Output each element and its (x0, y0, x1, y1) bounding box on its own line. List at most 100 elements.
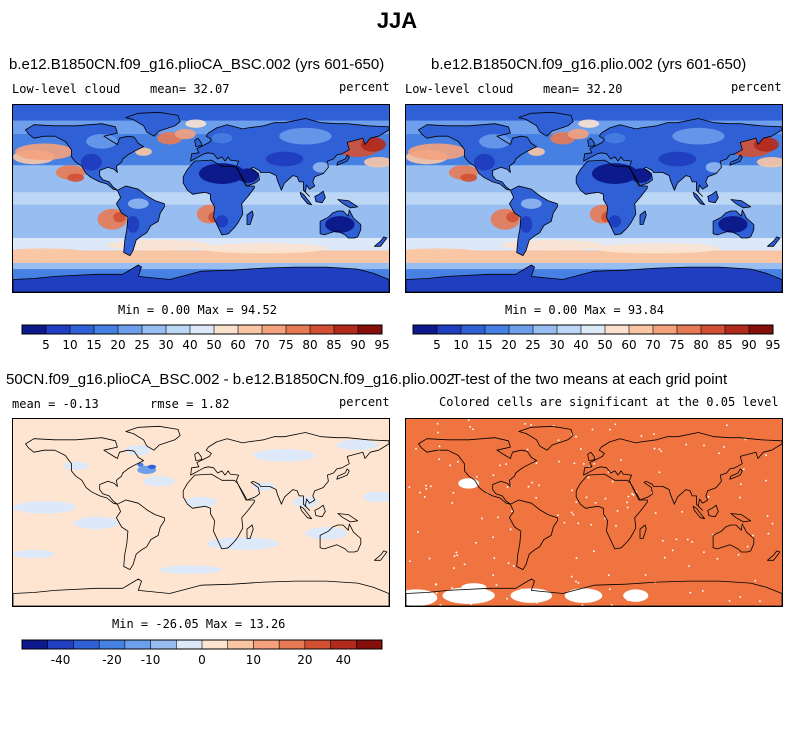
colorbar-tick-label: 20 (501, 338, 516, 352)
colorbar-swatch (461, 325, 486, 334)
nonsignificant-patch-4 (623, 589, 649, 602)
nonsignificant-cell (531, 481, 533, 484)
nonsignificant-cell (511, 510, 513, 512)
colorbar-swatch (629, 325, 654, 334)
coastline-australia (319, 209, 362, 239)
land-cloud-britain (194, 138, 202, 147)
colorbar-tick-label: 10 (246, 653, 261, 667)
panel-title-bottom-right: T-test of the two means at each grid poi… (452, 371, 728, 388)
nonsignificant-cell (583, 463, 585, 465)
coastline-africa (575, 159, 648, 236)
nonsignificant-cell (571, 575, 573, 578)
colorbar-swatch (304, 640, 331, 649)
colorbar-swatch (202, 640, 229, 649)
colorbar-swatch (227, 640, 254, 649)
colorbar-tick-label: 60 (621, 338, 636, 352)
nonsignificant-cell (660, 450, 663, 453)
cloud-region-12 (756, 156, 782, 168)
diff-patch-12 (292, 496, 318, 508)
diff-patch-6 (13, 549, 55, 559)
nonsignificant-cell (451, 502, 453, 504)
colorbar-top-right: 5 10 15 20 25 30 40 50 60 70 75 80 85 90 95 (412, 324, 781, 355)
colorbar-swatch (118, 325, 143, 334)
nonsignificant-cell (626, 506, 629, 509)
cloud-region-14 (201, 243, 327, 254)
cloud-region-13 (107, 240, 212, 251)
nonsignificant-cell (594, 502, 597, 504)
colorbar-outline (21, 639, 383, 650)
coastline-africa (182, 159, 255, 236)
nonsignificant-cell (707, 496, 710, 498)
cloud-region-16 (578, 119, 600, 128)
coastline-madagascar (246, 210, 254, 225)
colorbar-swatch (253, 640, 280, 649)
nonsignificant-cell (752, 534, 754, 537)
nonsignificant-cell (671, 549, 674, 552)
colorbar-swatch (124, 640, 151, 649)
coastline-australia (319, 523, 362, 553)
land-cloud-antarctica (13, 265, 389, 292)
figure-title: JJA (376, 8, 418, 33)
colorbar-swatch (701, 325, 726, 334)
land-cloud-newguinea (337, 199, 358, 208)
cloud-band-11 (13, 262, 389, 270)
nonsignificant-cell (585, 496, 588, 499)
coastline-northamerica (418, 437, 538, 505)
nonsignificant-cell (712, 533, 714, 536)
land-cloud-greenland (518, 112, 574, 137)
colorbar-tick-label: 85 (326, 338, 341, 352)
nonsignificant-cell (535, 462, 538, 464)
nonsignificant-cell (506, 597, 508, 600)
colorbar-swatch (310, 325, 335, 334)
coastline-britain (194, 137, 203, 147)
land-cloud-region-4 (127, 198, 149, 209)
dry-region-6 (608, 215, 622, 228)
nonsignificant-cell (703, 444, 705, 447)
nonsignificant-cell (587, 476, 590, 479)
coastline-southamerica (116, 185, 165, 257)
nonsignificant-cell (615, 525, 617, 527)
nonsignificant-cell (475, 542, 477, 544)
cloud-region-5 (460, 173, 478, 182)
colorbar-svg: -40 -20 -10 0 10 20 40 (21, 639, 383, 667)
coastline-eurasia (190, 432, 389, 511)
land-cloud-region-2 (211, 133, 233, 144)
nonsignificant-cell (492, 474, 495, 476)
land-cloud-region-1 (86, 134, 118, 149)
nonsignificant-cell (456, 554, 458, 556)
minmax-label-bottom-left: Min = -26.05 Max = 13.26 (112, 617, 286, 631)
coastline-africa (575, 473, 648, 550)
land-cloud-borneo (707, 191, 719, 203)
coastline-newguinea (730, 199, 752, 209)
nonsignificant-cell (558, 460, 560, 463)
nonsignificant-cell (417, 531, 419, 533)
nonsignificant-cell (640, 435, 643, 437)
cloud-region-11 (174, 128, 196, 140)
coastline-madagascar (639, 210, 647, 225)
coastline-borneo (707, 190, 719, 204)
coastline-antarctica (13, 264, 389, 292)
nonsignificant-cell (572, 513, 575, 516)
cloud-band-10 (13, 250, 389, 264)
nonsignificant-patch-1 (442, 587, 495, 604)
colorbar-swatch (358, 325, 383, 334)
cloud-band-0 (13, 105, 389, 122)
nonsignificant-cell (658, 448, 661, 451)
colorbar-swatch (485, 325, 510, 334)
nonsignificant-patch-0 (406, 589, 438, 606)
colorbar-swatch (166, 325, 191, 334)
nonsignificant-cell (703, 551, 705, 553)
nonsignificant-cell (739, 596, 742, 598)
nonsignificant-cell (658, 471, 661, 474)
colorbar-tick-label: 95 (374, 338, 389, 352)
colorbar-tick-label: 30 (158, 338, 173, 352)
nonsignificant-cell (470, 603, 472, 605)
diff-patch-2 (206, 537, 280, 550)
colorbar-tick-label: 75 (278, 338, 293, 352)
coastline-japan (336, 468, 350, 480)
colorbar-svg: 5 10 15 20 25 30 40 50 60 70 75 80 85 90 95 (21, 324, 390, 352)
nonsignificant-cell (453, 555, 456, 557)
land-cloud-greenland (125, 112, 181, 137)
colorbar-swatch (330, 640, 357, 649)
nonsignificant-patch-3 (564, 588, 603, 603)
